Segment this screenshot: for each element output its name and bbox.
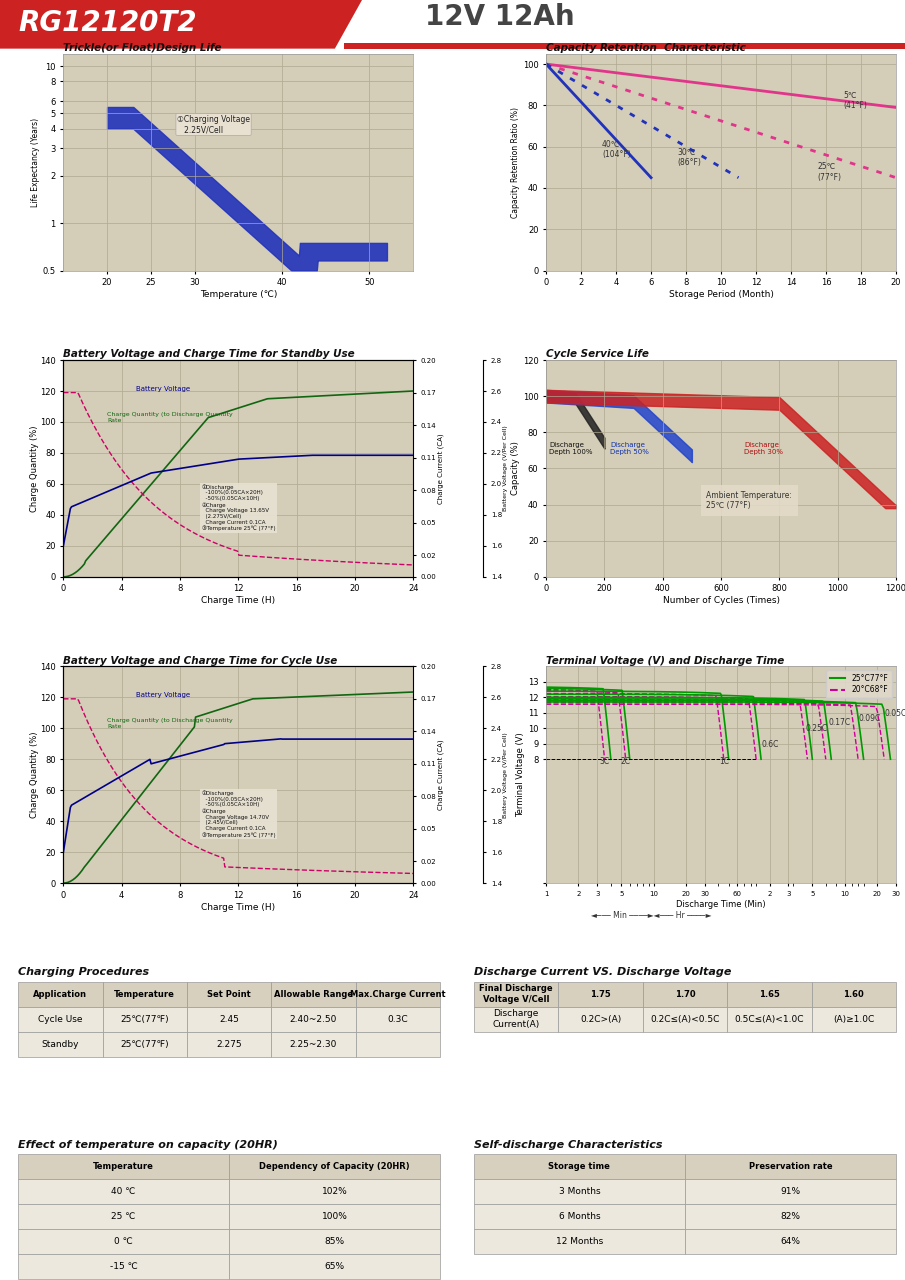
Y-axis label: Charge Current (CA): Charge Current (CA): [438, 740, 444, 810]
Text: Charging Procedures: Charging Procedures: [18, 966, 149, 977]
Y-axis label: Battery Voltage (V/Per Cell): Battery Voltage (V/Per Cell): [503, 732, 509, 818]
X-axis label: Storage Period (Month): Storage Period (Month): [669, 291, 774, 300]
Legend: 25°C77°F, 20°C68°F: 25°C77°F, 20°C68°F: [826, 671, 892, 698]
Text: 25℃
(77°F): 25℃ (77°F): [817, 163, 842, 182]
Text: Effect of temperature on capacity (20HR): Effect of temperature on capacity (20HR): [18, 1139, 278, 1149]
Text: Discharge
Depth 100%: Discharge Depth 100%: [549, 442, 593, 454]
Text: 0.05C: 0.05C: [884, 709, 905, 718]
Y-axis label: Capacity Retention Ratio (%): Capacity Retention Ratio (%): [511, 106, 520, 218]
Text: Self-discharge Characteristics: Self-discharge Characteristics: [474, 1139, 662, 1149]
X-axis label: Charge Time (H): Charge Time (H): [201, 902, 275, 911]
Text: Discharge
Depth 30%: Discharge Depth 30%: [744, 442, 784, 454]
X-axis label: Temperature (℃): Temperature (℃): [200, 291, 277, 300]
Text: RG12120T2: RG12120T2: [18, 9, 196, 37]
Y-axis label: Life Expectancy (Years): Life Expectancy (Years): [31, 118, 40, 207]
Y-axis label: Capacity (%): Capacity (%): [511, 442, 520, 495]
Text: ①Discharge
  -100%(0.05CA×20H)
  -50%(0.05CA×10H)
②Charge
  Charge Voltage 13.65: ①Discharge -100%(0.05CA×20H) -50%(0.05CA…: [202, 484, 275, 531]
Text: Battery Voltage: Battery Voltage: [137, 387, 190, 392]
Text: Cycle Service Life: Cycle Service Life: [546, 349, 649, 360]
Text: 1C: 1C: [719, 756, 729, 765]
X-axis label: Number of Cycles (Times): Number of Cycles (Times): [662, 596, 779, 605]
Text: 12V 12Ah: 12V 12Ah: [425, 3, 575, 31]
Text: 0.09C: 0.09C: [858, 713, 881, 722]
Text: 0.25C: 0.25C: [805, 724, 828, 733]
Polygon shape: [344, 42, 905, 49]
Text: 0.17C: 0.17C: [828, 718, 850, 727]
Text: 2C: 2C: [621, 756, 631, 765]
Text: ①Discharge
  -100%(0.05CA×20H)
  -50%(0.05CA×10H)
②Charge
  Charge Voltage 14.70: ①Discharge -100%(0.05CA×20H) -50%(0.05CA…: [202, 790, 275, 838]
Y-axis label: Charge Current (CA): Charge Current (CA): [438, 433, 444, 504]
Text: Discharge Current VS. Discharge Voltage: Discharge Current VS. Discharge Voltage: [474, 966, 731, 977]
Text: 5℃
(41°F): 5℃ (41°F): [843, 91, 867, 110]
Polygon shape: [0, 0, 362, 49]
Text: Discharge
Depth 50%: Discharge Depth 50%: [610, 442, 649, 454]
Text: 30℃
(86°F): 30℃ (86°F): [677, 148, 701, 168]
Text: Battery Voltage: Battery Voltage: [137, 692, 190, 699]
Y-axis label: Charge Quantity (%): Charge Quantity (%): [30, 731, 39, 818]
Text: Battery Voltage and Charge Time for Cycle Use: Battery Voltage and Charge Time for Cycl…: [63, 655, 338, 666]
Text: ◄─── Min ────►◄─── Hr ────►: ◄─── Min ────►◄─── Hr ────►: [591, 911, 711, 920]
Text: Charge Quantity (to Discharge Quantity
Rate: Charge Quantity (to Discharge Quantity R…: [107, 412, 233, 422]
Text: 0.6C: 0.6C: [761, 740, 778, 749]
Text: ①Charging Voltage
   2.25V/Cell: ①Charging Voltage 2.25V/Cell: [177, 115, 250, 134]
Y-axis label: Battery Voltage (V/Per Cell): Battery Voltage (V/Per Cell): [503, 425, 509, 511]
Text: Battery Voltage and Charge Time for Standby Use: Battery Voltage and Charge Time for Stan…: [63, 349, 355, 360]
Y-axis label: Charge Quantity (%): Charge Quantity (%): [30, 425, 39, 512]
Text: Trickle(or Float)Design Life: Trickle(or Float)Design Life: [63, 44, 222, 52]
X-axis label: Discharge Time (Min): Discharge Time (Min): [676, 900, 766, 909]
Text: Ambient Temperature:
25℃ (77°F): Ambient Temperature: 25℃ (77°F): [707, 490, 793, 511]
Y-axis label: Terminal Voltage (V): Terminal Voltage (V): [516, 732, 525, 817]
X-axis label: Charge Time (H): Charge Time (H): [201, 596, 275, 605]
Text: 3C: 3C: [599, 756, 610, 765]
Text: Terminal Voltage (V) and Discharge Time: Terminal Voltage (V) and Discharge Time: [546, 655, 785, 666]
Text: Capacity Retention  Characteristic: Capacity Retention Characteristic: [546, 44, 746, 52]
Text: Charge Quantity (to Discharge Quantity
Rate: Charge Quantity (to Discharge Quantity R…: [107, 718, 233, 730]
Text: 40℃
(104°F): 40℃ (104°F): [602, 140, 631, 159]
